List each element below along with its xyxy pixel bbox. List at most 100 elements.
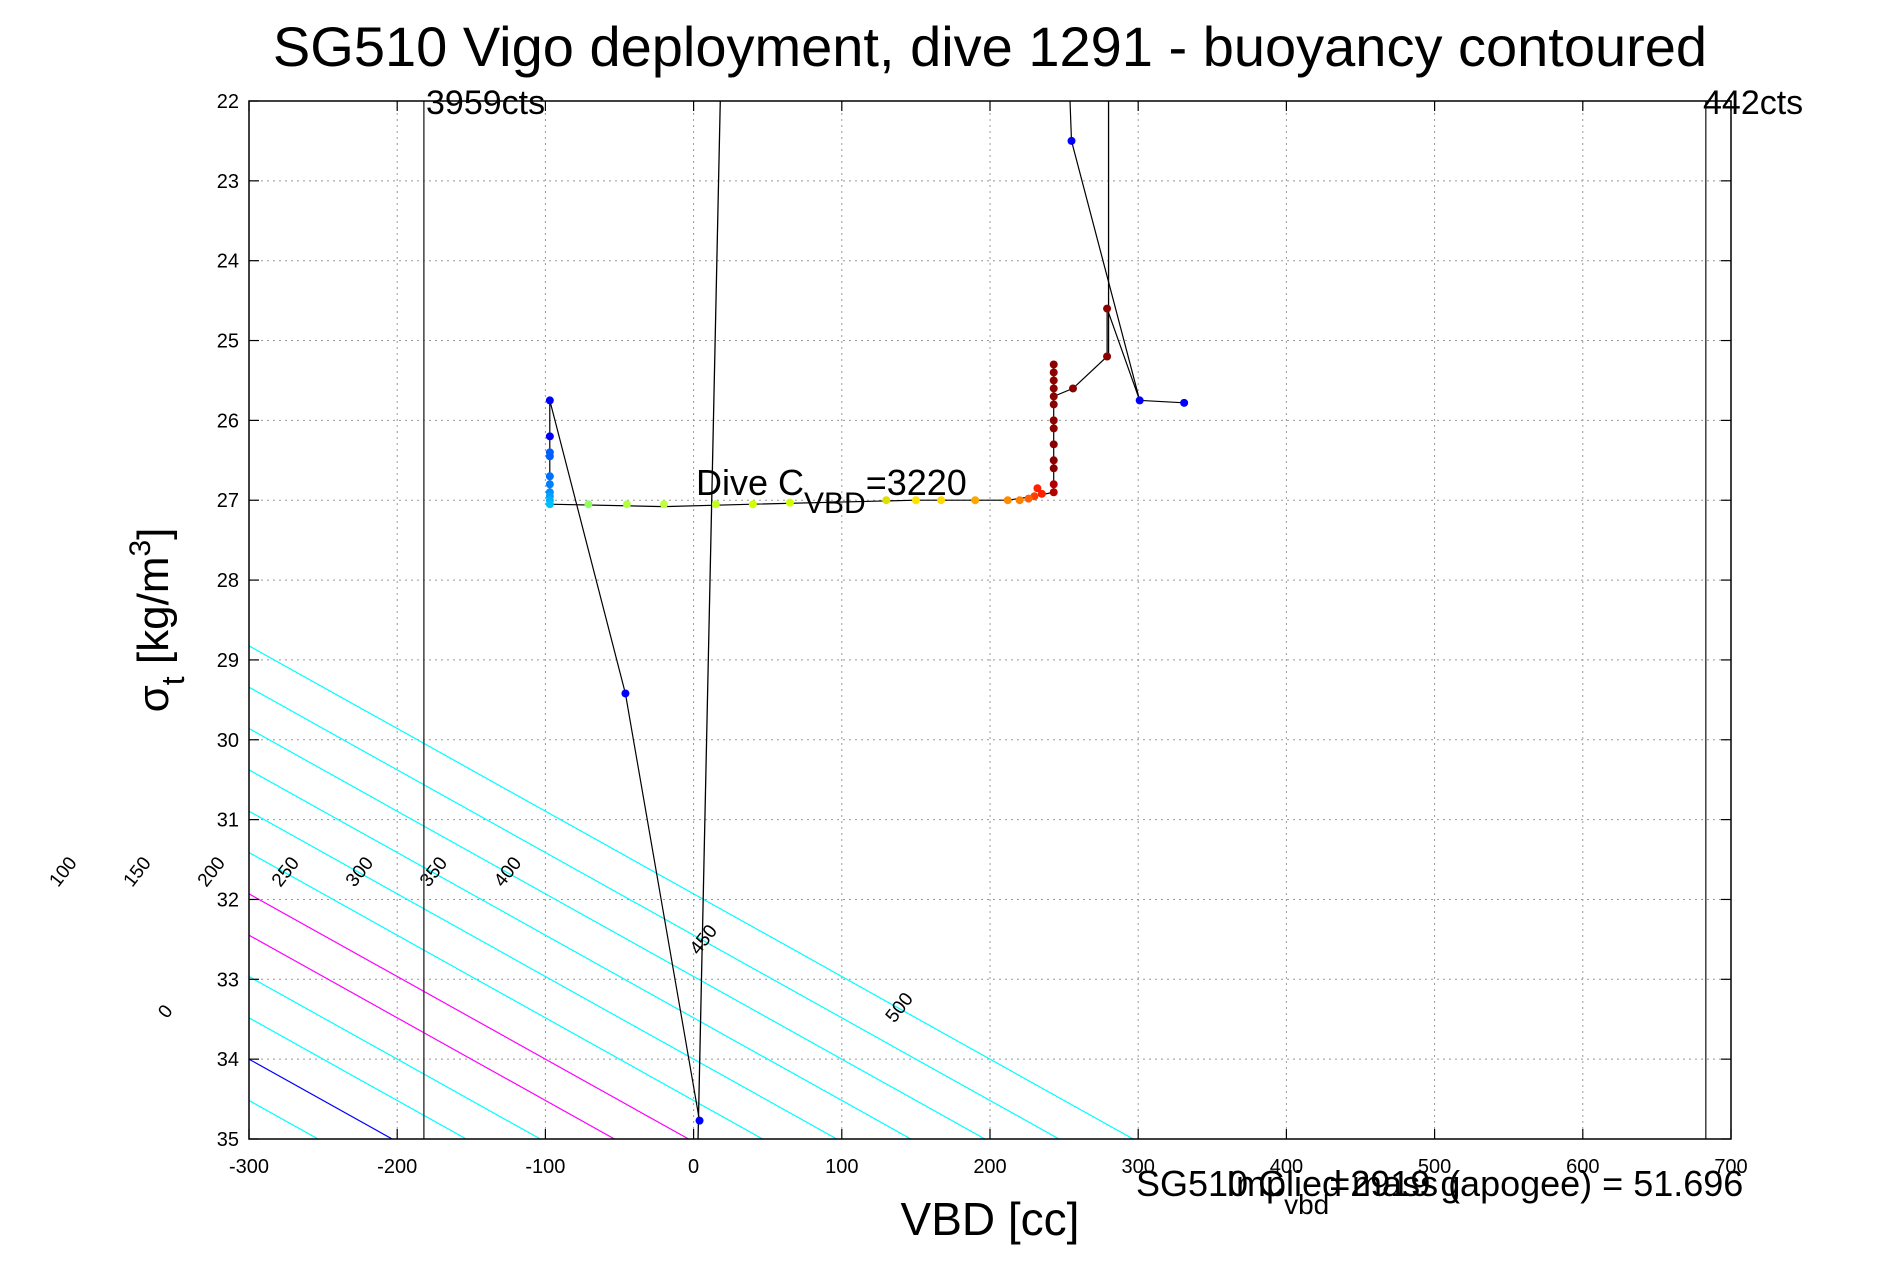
contour-label: 200 xyxy=(194,853,230,891)
data-point xyxy=(1015,496,1024,505)
y-label-sub: t xyxy=(155,676,191,685)
data-point xyxy=(1103,304,1112,313)
data-point xyxy=(1049,456,1058,465)
data-point xyxy=(545,500,554,509)
trace-line xyxy=(549,101,1185,1121)
data-point xyxy=(971,496,980,505)
x-tick-label: 500 xyxy=(1418,1156,1451,1178)
cvbd-main: SG510 C xyxy=(1136,1163,1284,1204)
y-tick-label: 35 xyxy=(217,1129,239,1151)
contour-line xyxy=(249,851,764,1139)
y-tick-label: 33 xyxy=(217,969,239,991)
dive-c-annotation: Dive CVBD=3220 xyxy=(696,462,967,520)
contour-label: 450 xyxy=(686,921,722,959)
contour-label: 350 xyxy=(416,853,452,891)
y-label-sigma: σ xyxy=(129,685,178,712)
data-point xyxy=(545,396,554,405)
data-point xyxy=(545,472,554,481)
y-label-units: [kg/m xyxy=(129,557,178,677)
data-point xyxy=(545,480,554,489)
y-tick-label: 28 xyxy=(217,570,239,592)
data-point xyxy=(1024,494,1033,503)
data-point xyxy=(911,496,920,505)
contour-label: 400 xyxy=(490,853,526,891)
contour-label: 500 xyxy=(882,989,918,1027)
data-point xyxy=(1049,360,1058,369)
data-point xyxy=(1068,384,1077,393)
contour-line xyxy=(249,934,616,1139)
x-axis-ticks: -300 -200 -100 0 100 200 300 400 500 600 700 xyxy=(229,101,1748,1178)
contour-line xyxy=(249,769,913,1139)
buoyancy-contours xyxy=(0,21,1135,1219)
contour-line xyxy=(249,1017,468,1139)
data-point xyxy=(622,500,631,509)
data-point xyxy=(1049,392,1058,401)
gridlines xyxy=(248,100,1732,1140)
cvbd-annotation: SG510 Cvbd=2919 g xyxy=(1136,1163,1460,1220)
data-point xyxy=(1049,416,1058,425)
contour-line xyxy=(0,21,17,1219)
dive-c-sub: VBD xyxy=(804,487,866,520)
data-point xyxy=(1037,489,1046,498)
data-point xyxy=(1049,480,1058,489)
chart-title: SG510 Vigo deployment, dive 1291 - buoya… xyxy=(273,15,1707,78)
contour-line xyxy=(249,810,838,1139)
data-point xyxy=(785,498,794,507)
contour-label: 50 xyxy=(0,857,4,887)
contour-line xyxy=(0,21,91,1219)
data-points xyxy=(545,136,1189,1125)
contour-line xyxy=(249,686,1061,1139)
x-tick-label: -100 xyxy=(525,1156,565,1178)
data-point xyxy=(1049,464,1058,473)
data-point xyxy=(545,432,554,441)
data-point xyxy=(1067,136,1076,145)
x-tick-label: 600 xyxy=(1566,1156,1599,1178)
y-tick-label: 26 xyxy=(217,410,239,432)
contour-line xyxy=(249,727,987,1139)
x-tick-label: -200 xyxy=(377,1156,417,1178)
y-tick-label: 25 xyxy=(217,331,239,353)
data-point xyxy=(1049,384,1058,393)
data-point xyxy=(882,496,891,505)
x-tick-label: 100 xyxy=(825,1156,858,1178)
cvbd-rest: =2919 g xyxy=(1329,1163,1460,1204)
data-point xyxy=(545,452,554,461)
data-point xyxy=(1180,398,1189,407)
reference-lines xyxy=(423,101,1707,1139)
contour-line xyxy=(249,1058,394,1139)
data-point xyxy=(659,500,668,509)
data-point xyxy=(621,689,630,698)
implied-mass-annotation: Implied mass (apogee) = 51.696 xyxy=(1226,1163,1743,1204)
contour-line xyxy=(0,21,387,1219)
data-point xyxy=(1049,424,1058,433)
contour-label: 300 xyxy=(342,853,378,891)
y-tick-label: 29 xyxy=(217,650,239,672)
y-tick-label: 30 xyxy=(217,730,239,752)
cvbd-sub: vbd xyxy=(1284,1189,1329,1220)
x-tick-label: 300 xyxy=(1122,1156,1155,1178)
data-point xyxy=(1003,496,1012,505)
contour-line xyxy=(249,1099,320,1139)
dive-c-main: Dive C xyxy=(696,462,804,503)
y-label-close: ] xyxy=(129,528,178,540)
y-tick-label: 23 xyxy=(217,171,239,193)
x-tick-label: 700 xyxy=(1714,1156,1747,1178)
x-tick-label: 0 xyxy=(688,1156,699,1178)
y-axis-ticks: 22 23 24 25 26 27 28 29 30 31 32 33 34 35 xyxy=(217,91,1731,1151)
data-point xyxy=(748,500,757,509)
data-point xyxy=(1033,484,1042,493)
contour-label: 150 xyxy=(120,853,156,891)
contour-line xyxy=(249,893,690,1139)
y-tick-label: 32 xyxy=(217,889,239,911)
data-point xyxy=(1049,440,1058,449)
contour-line xyxy=(249,975,542,1139)
contour-label: 250 xyxy=(268,853,304,891)
y-tick-label: 24 xyxy=(217,251,239,273)
x-axis-label: VBD [cc] xyxy=(901,1193,1080,1245)
data-point xyxy=(584,500,593,509)
data-point xyxy=(1049,488,1058,497)
x-tick-label: 400 xyxy=(1270,1156,1303,1178)
vbd-limit-label-right: 442cts xyxy=(1703,84,1803,122)
contour-line xyxy=(249,645,1135,1139)
